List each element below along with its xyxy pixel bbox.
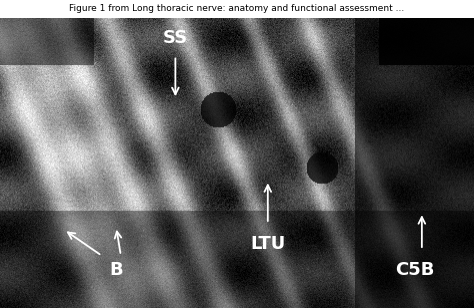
Text: SS: SS <box>163 29 188 47</box>
Text: B: B <box>109 261 123 279</box>
Text: Figure 1 from Long thoracic nerve: anatomy and functional assessment ...: Figure 1 from Long thoracic nerve: anato… <box>69 4 405 14</box>
Text: LTU: LTU <box>250 235 285 253</box>
Text: C5B: C5B <box>395 261 435 279</box>
